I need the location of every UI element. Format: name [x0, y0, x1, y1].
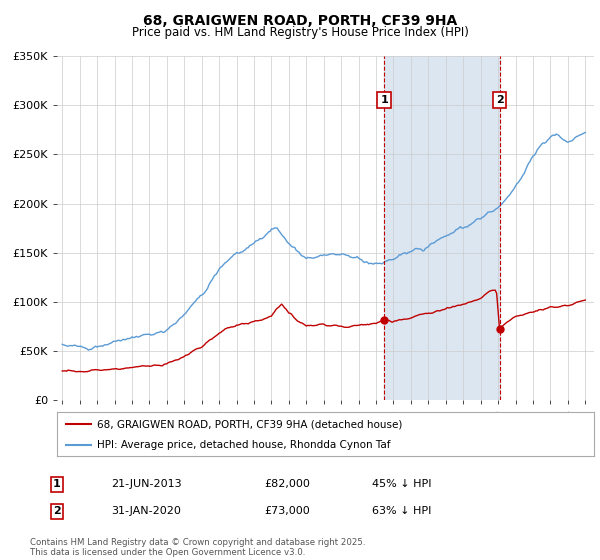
Text: 2: 2: [496, 95, 503, 105]
Text: £73,000: £73,000: [264, 506, 310, 516]
Text: 68, GRAIGWEN ROAD, PORTH, CF39 9HA: 68, GRAIGWEN ROAD, PORTH, CF39 9HA: [143, 14, 457, 28]
Text: £82,000: £82,000: [264, 479, 310, 489]
Text: 21-JUN-2013: 21-JUN-2013: [111, 479, 182, 489]
Text: HPI: Average price, detached house, Rhondda Cynon Taf: HPI: Average price, detached house, Rhon…: [97, 440, 391, 450]
Text: Price paid vs. HM Land Registry's House Price Index (HPI): Price paid vs. HM Land Registry's House …: [131, 26, 469, 39]
Text: 63% ↓ HPI: 63% ↓ HPI: [372, 506, 431, 516]
Text: 31-JAN-2020: 31-JAN-2020: [111, 506, 181, 516]
Text: Contains HM Land Registry data © Crown copyright and database right 2025.
This d: Contains HM Land Registry data © Crown c…: [30, 538, 365, 557]
Text: 1: 1: [380, 95, 388, 105]
Text: 68, GRAIGWEN ROAD, PORTH, CF39 9HA (detached house): 68, GRAIGWEN ROAD, PORTH, CF39 9HA (deta…: [97, 419, 403, 429]
Text: 1: 1: [53, 479, 61, 489]
Bar: [384, 56, 500, 400]
Text: 45% ↓ HPI: 45% ↓ HPI: [372, 479, 431, 489]
Text: 2: 2: [53, 506, 61, 516]
